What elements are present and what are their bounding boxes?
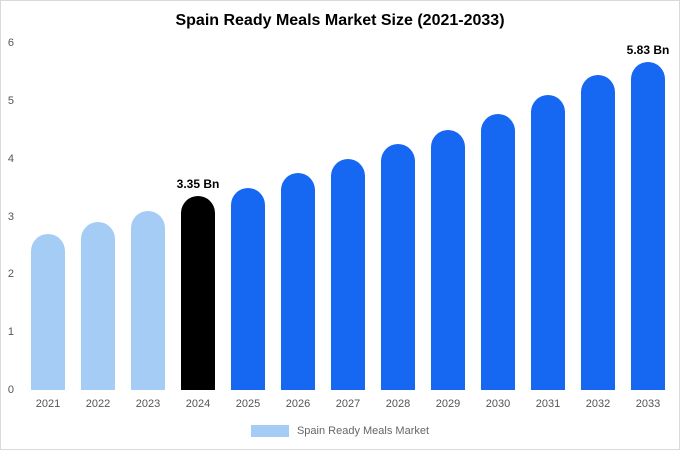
x-axis-tick-label: 2024 bbox=[185, 398, 211, 410]
x-axis-tick-label: 2026 bbox=[285, 398, 311, 410]
y-axis-tick-label: 6 bbox=[7, 37, 14, 49]
bar-column bbox=[73, 43, 123, 390]
bar-2023 bbox=[131, 210, 165, 390]
bar-column: 3.35 Bn bbox=[173, 43, 223, 390]
bar-2028 bbox=[381, 144, 415, 390]
y-axis-tick-label: 4 bbox=[7, 152, 14, 165]
x-axis-tick-label: 2023 bbox=[135, 398, 161, 410]
bar-value-label: 3.35 Bn bbox=[176, 177, 220, 192]
x-axis: 2021 2022 2023 2024 2025 2026 2027 2028 2029 2030… bbox=[23, 398, 673, 410]
bar-column bbox=[273, 43, 323, 390]
y-axis: 0 1 2 3 4 5 6 bbox=[1, 37, 19, 396]
bar-column bbox=[323, 43, 373, 390]
bar-column bbox=[573, 43, 623, 390]
bar-2030 bbox=[481, 113, 515, 390]
bar-value-label: 5.83 Bn bbox=[626, 43, 670, 57]
chart-title: Spain Ready Meals Market Size (2021-2033… bbox=[175, 12, 505, 29]
x-axis-tick-label: 2021 bbox=[35, 398, 61, 410]
bar-2025 bbox=[231, 187, 265, 390]
bar-2033 bbox=[631, 62, 665, 390]
legend-label[interactable]: Spain Ready Meals Market bbox=[296, 425, 430, 437]
y-axis-tick-label: 1 bbox=[7, 326, 14, 339]
x-axis-tick-label: 2027 bbox=[335, 398, 361, 410]
x-axis-tick-label: 2030 bbox=[485, 398, 511, 410]
x-axis-tick-label: 2028 bbox=[385, 398, 411, 410]
y-axis-tick-label: 3 bbox=[7, 210, 14, 223]
bar-2022 bbox=[81, 222, 115, 390]
plot-area: 3.35 Bn 5.83 Bn bbox=[23, 43, 673, 390]
y-axis-tick-label: 5 bbox=[7, 94, 14, 107]
x-axis-tick-label: 2031 bbox=[535, 398, 561, 410]
x-axis-tick-label: 2025 bbox=[235, 398, 261, 410]
bar-column bbox=[123, 43, 173, 390]
bar-column bbox=[423, 43, 473, 390]
bar-2031 bbox=[531, 95, 565, 390]
x-axis-tick-label: 2032 bbox=[585, 398, 611, 410]
x-axis-tick-label: 2022 bbox=[85, 398, 111, 410]
bar-column: 5.83 Bn bbox=[623, 43, 673, 390]
x-axis-tick-label: 2029 bbox=[435, 398, 461, 410]
bar-2032 bbox=[581, 74, 615, 390]
bar-2029 bbox=[431, 129, 465, 390]
bar-column bbox=[523, 43, 573, 390]
bar-2027 bbox=[331, 158, 365, 390]
bar-2024 bbox=[181, 196, 215, 390]
y-axis-tick-label: 0 bbox=[7, 384, 14, 396]
y-axis-tick-label: 2 bbox=[7, 268, 14, 281]
x-axis-tick-label: 2033 bbox=[635, 398, 661, 410]
bar-2026 bbox=[281, 173, 315, 390]
bar-column bbox=[373, 43, 423, 390]
bar-2021 bbox=[31, 233, 65, 390]
bar-column bbox=[23, 43, 73, 390]
legend: Spain Ready Meals Market bbox=[1, 425, 679, 437]
legend-swatch[interactable] bbox=[250, 425, 289, 437]
bar-column bbox=[223, 43, 273, 390]
bar-column bbox=[473, 43, 523, 390]
